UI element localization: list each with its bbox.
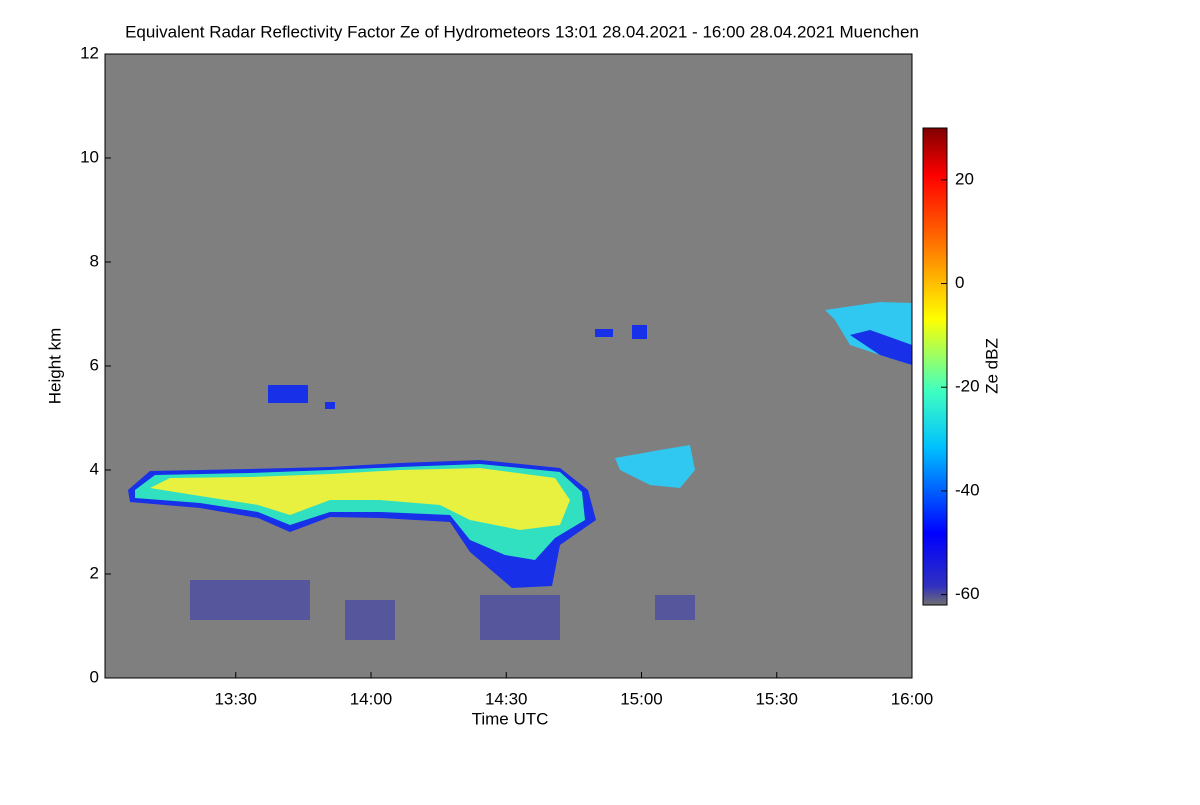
y-tick-label: 6 [90,355,99,374]
x-tick-label: 16:00 [891,689,934,708]
colorbar-tick-label: -20 [955,377,980,396]
y-tick-label: 2 [90,563,99,582]
x-tick-label: 13:30 [214,689,257,708]
y-tick-label: 12 [80,43,99,62]
x-tick-label: 14:30 [485,689,528,708]
y-axis-label: Height km [45,328,64,405]
y-tick-label: 0 [90,667,99,686]
x-axis-label: Time UTC [472,709,549,728]
x-tick-label: 15:00 [620,689,663,708]
colorbar-tick-label: -40 [955,480,980,499]
colorbar-tick-label: 0 [955,273,964,292]
colorbar-tick-label: 20 [955,169,974,188]
x-tick-label: 15:30 [755,689,798,708]
colorbar-tick-label: -60 [955,584,980,603]
x-tick-label: 14:00 [350,689,393,708]
radar-echoes [128,302,912,640]
y-tick-label: 10 [80,147,99,166]
colorbar [922,127,948,606]
y-tick-label: 4 [90,459,99,478]
chart-title: Equivalent Radar Reflectivity Factor Ze … [125,22,919,41]
colorbar-label: Ze dBZ [982,338,1001,394]
y-tick-label: 8 [90,251,99,270]
